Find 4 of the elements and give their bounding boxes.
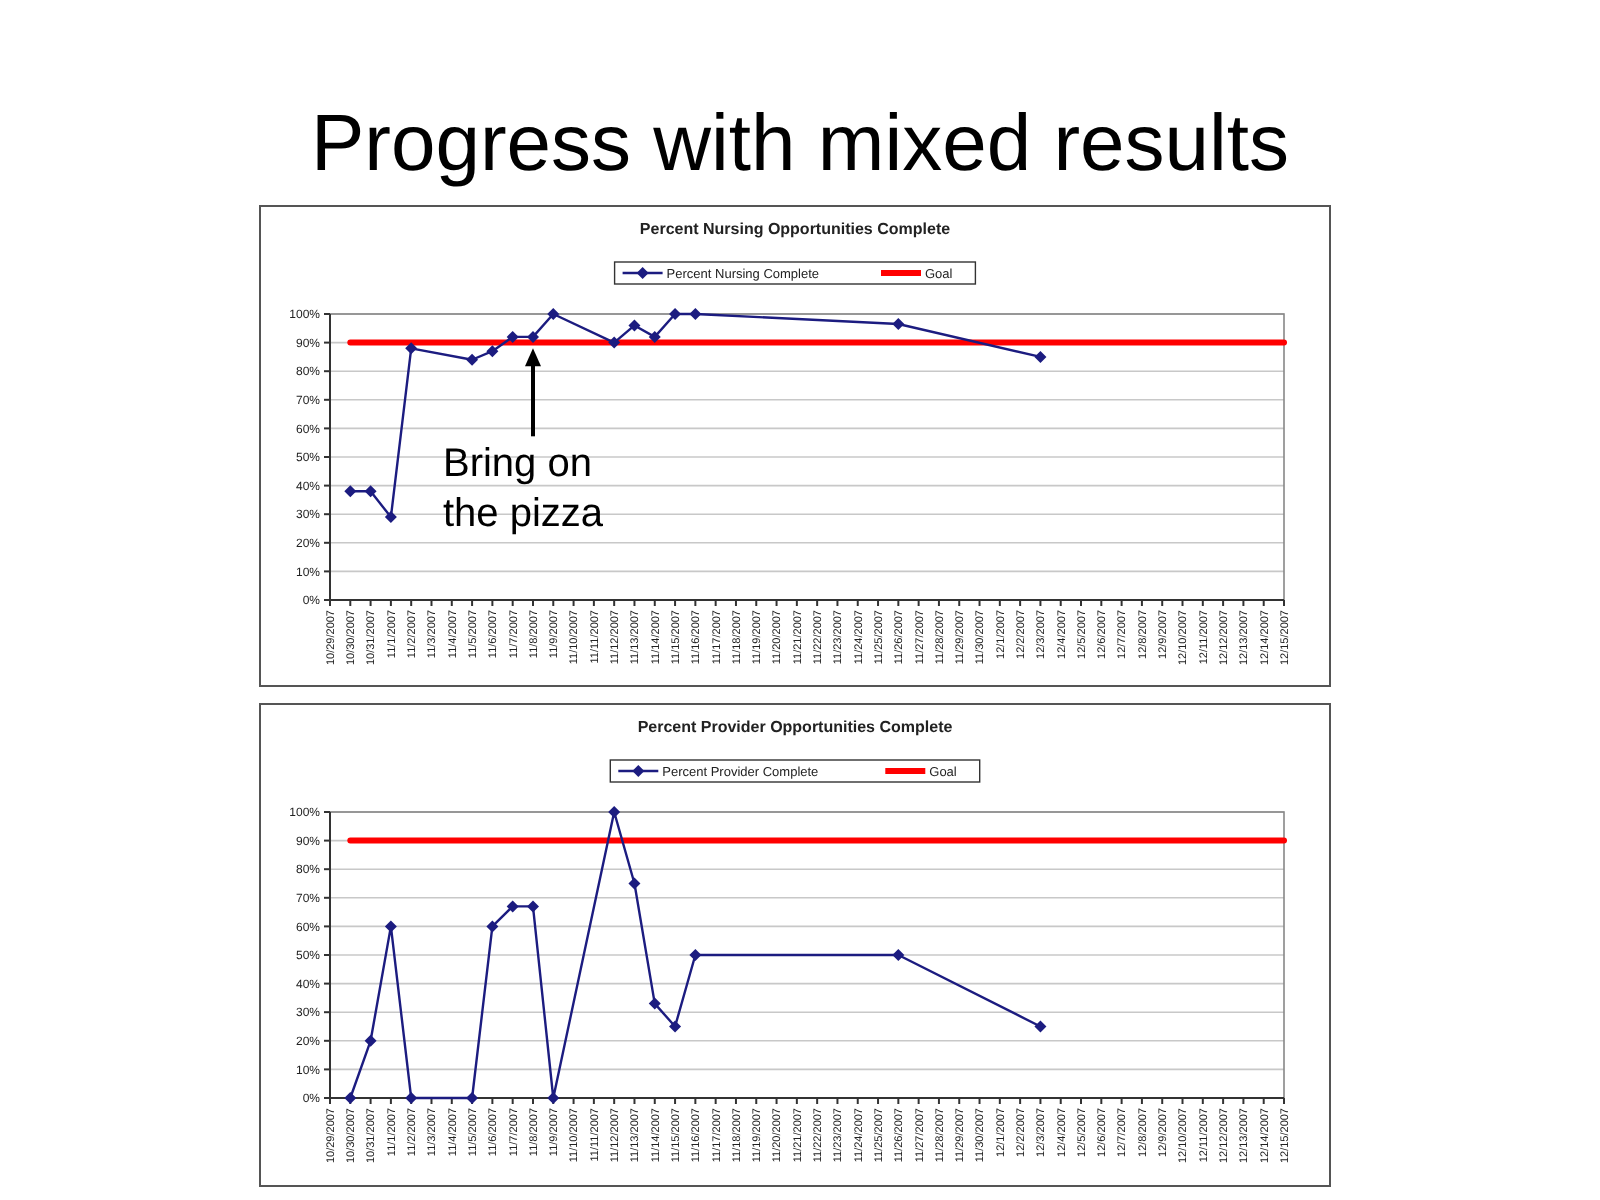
- chart-title: Percent Nursing Opportunities Complete: [639, 220, 952, 238]
- chart-title: Percent Provider Opportunities Complete: [637, 718, 954, 736]
- annotation: Bring on the pizza: [442, 442, 605, 537]
- text: Progress with mixed results: [310, 100, 1290, 188]
